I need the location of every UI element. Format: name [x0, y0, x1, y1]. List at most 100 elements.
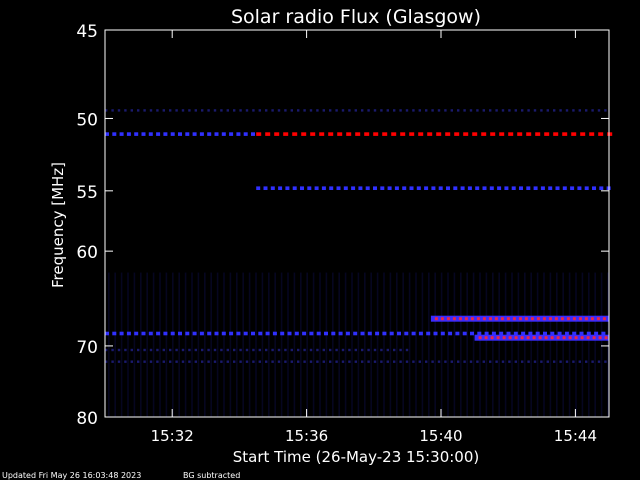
band-segment [458, 317, 462, 321]
band-segment [199, 331, 204, 336]
band-segment [544, 336, 548, 340]
band-segment [514, 360, 517, 363]
band-segment [341, 348, 345, 352]
band-segment [192, 132, 197, 136]
noise-stripe [146, 272, 148, 418]
band-segment [367, 331, 372, 336]
band-segment [454, 132, 460, 136]
noise-stripe [184, 272, 187, 418]
emission-band [256, 132, 613, 136]
plot-frame [104, 29, 610, 418]
band-segment [336, 186, 341, 190]
band-segment [389, 331, 394, 336]
band-segment [251, 331, 255, 336]
band-segment [361, 360, 364, 363]
band-segment [585, 360, 588, 363]
band-segment [192, 331, 197, 336]
band-segment [425, 360, 428, 363]
band-segment [143, 360, 146, 363]
band-segment [329, 348, 332, 352]
band-segment [469, 109, 473, 112]
band-segment [226, 109, 229, 112]
band-segment [117, 109, 121, 112]
band-segment [341, 360, 345, 363]
band-segment [411, 331, 416, 336]
band-segment [592, 186, 596, 190]
band-segment [490, 336, 494, 340]
band-segment [105, 109, 108, 112]
band-segment [162, 109, 165, 112]
band-segment [149, 360, 153, 363]
band-segment [156, 132, 161, 136]
band-segment [360, 331, 365, 336]
band-segment [243, 331, 248, 336]
band-segment [185, 132, 190, 136]
band-segment [105, 360, 108, 363]
band-segment [321, 186, 326, 190]
band-segment [604, 360, 607, 363]
band-segment [201, 348, 204, 352]
band-segment [309, 331, 314, 336]
band-segment [572, 109, 575, 112]
band-segment [476, 360, 479, 363]
band-segment [265, 109, 268, 112]
y-tick-label: 45 [76, 22, 98, 42]
band-segment [143, 109, 146, 112]
band-segment [112, 132, 117, 136]
band-segment [506, 317, 510, 321]
noise-stripe [396, 272, 398, 418]
band-segment [265, 348, 268, 352]
band-segment [591, 360, 594, 363]
noise-stripe [248, 272, 251, 418]
x-tick-label: 15:44 [554, 427, 597, 445]
y-tick-label: 60 [76, 243, 98, 263]
band-segment [277, 348, 281, 352]
band-segment [265, 360, 268, 363]
band-segment [178, 331, 182, 336]
band-segment [365, 186, 370, 190]
band-segment [341, 109, 345, 112]
band-segment [574, 336, 578, 340]
band-segment [188, 109, 191, 112]
band-segment [175, 109, 178, 112]
band-segment [271, 348, 274, 352]
band-segment [233, 348, 236, 352]
noise-stripe [242, 272, 244, 418]
band-segment [596, 317, 600, 321]
band-segment [478, 336, 482, 340]
band-segment [394, 186, 399, 190]
noise-stripe [229, 272, 232, 418]
band-segment [508, 360, 511, 363]
noise-stripe [280, 272, 283, 418]
band-segment [284, 360, 287, 363]
band-segment [111, 109, 114, 112]
band-segment [343, 186, 348, 190]
band-segment [431, 360, 434, 363]
noise-stripe [453, 272, 456, 418]
band-segment [258, 331, 263, 336]
band-segment [337, 132, 343, 136]
y-tick-label: 70 [76, 338, 98, 358]
noise-stripe [165, 272, 168, 418]
noise-stripe [434, 272, 436, 418]
band-segment [572, 331, 577, 336]
band-segment [508, 336, 512, 340]
band-segment [475, 186, 480, 190]
footer-updated: Updated Fri May 26 16:03:48 2023 [2, 471, 141, 480]
emission-band [105, 331, 606, 336]
band-segment [199, 132, 204, 136]
band-segment [284, 348, 287, 352]
band-segment [137, 360, 140, 363]
band-segment [207, 331, 212, 336]
noise-stripe [325, 272, 328, 418]
band-segment [513, 331, 518, 336]
band-segment [169, 348, 172, 352]
band-segment [495, 360, 498, 363]
band-segment [469, 360, 473, 363]
noise-stripe [600, 272, 603, 418]
band-segment [412, 360, 415, 363]
band-segment [495, 109, 498, 112]
band-segment [156, 331, 161, 336]
band-segment [501, 109, 505, 112]
plot-background [105, 30, 609, 417]
